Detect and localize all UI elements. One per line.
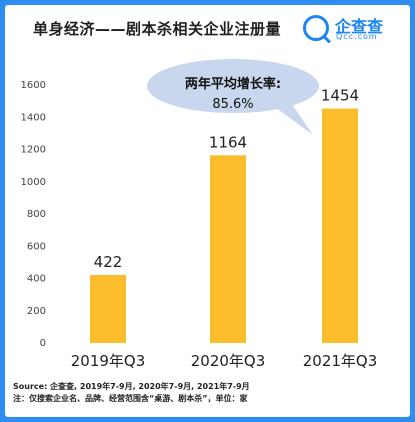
x-tick-label: 2019年Q3: [71, 352, 146, 370]
y-tick-label: 400: [27, 274, 46, 285]
brand-name: 企查查: [335, 17, 384, 36]
x-tick-label: 2020年Q3: [191, 352, 266, 370]
brand-logo: 企查查 Qcc.com: [303, 13, 405, 45]
growth-value: 85.6%: [212, 97, 254, 112]
brand-url: Qcc.com: [336, 32, 378, 41]
growth-label: 两年平均增长率:: [184, 77, 282, 92]
y-tick-label: 800: [27, 209, 46, 220]
bar-series: 422 2019年Q3 1164 2020年Q3 1454 2021年Q3: [71, 87, 378, 370]
y-tick-label: 1400: [21, 112, 46, 123]
chart-title: 单身经济——剧本杀相关企业注册量: [33, 20, 282, 38]
data-label: 1164: [209, 133, 247, 151]
y-tick-label: 600: [27, 241, 46, 252]
y-tick-label: 1200: [21, 145, 46, 156]
y-tick-label: 1600: [21, 80, 46, 91]
data-label: 422: [94, 253, 123, 271]
bar: [210, 155, 246, 343]
x-tick-label: 2021年Q3: [303, 352, 378, 370]
data-label: 1454: [321, 87, 359, 105]
bar: [322, 108, 358, 343]
source-note: Source: 企查查, 2019年7-9月, 2020年7-9月, 2021年…: [13, 382, 250, 391]
bar-chart: 0 200 400 600 800 1000 1200 1400 1600 422 2019年Q3…: [21, 59, 378, 370]
scope-note: 注：仅搜索企业名、品牌、经营范围含“桌游、剧本杀”，单位：家: [13, 393, 248, 403]
chart-card: 单身经济——剧本杀相关企业注册量 企查查 Qcc.com 0 200 400 600 8…: [5, 5, 410, 417]
y-tick-label: 1000: [21, 177, 46, 188]
y-tick-label: 200: [27, 306, 46, 317]
y-tick-label: 0: [40, 338, 46, 349]
callout-ellipse: [147, 59, 319, 113]
bar: [90, 274, 126, 343]
callout-bubble: [147, 59, 319, 135]
footer: Source: 企查查, 2019年7-9月, 2020年7-9月, 2021年…: [13, 381, 250, 404]
search-logo-icon: [303, 15, 329, 41]
y-axis: 0 200 400 600 800 1000 1200 1400 1600: [21, 80, 46, 349]
growth-callout: 两年平均增长率: 85.6%: [153, 75, 313, 115]
